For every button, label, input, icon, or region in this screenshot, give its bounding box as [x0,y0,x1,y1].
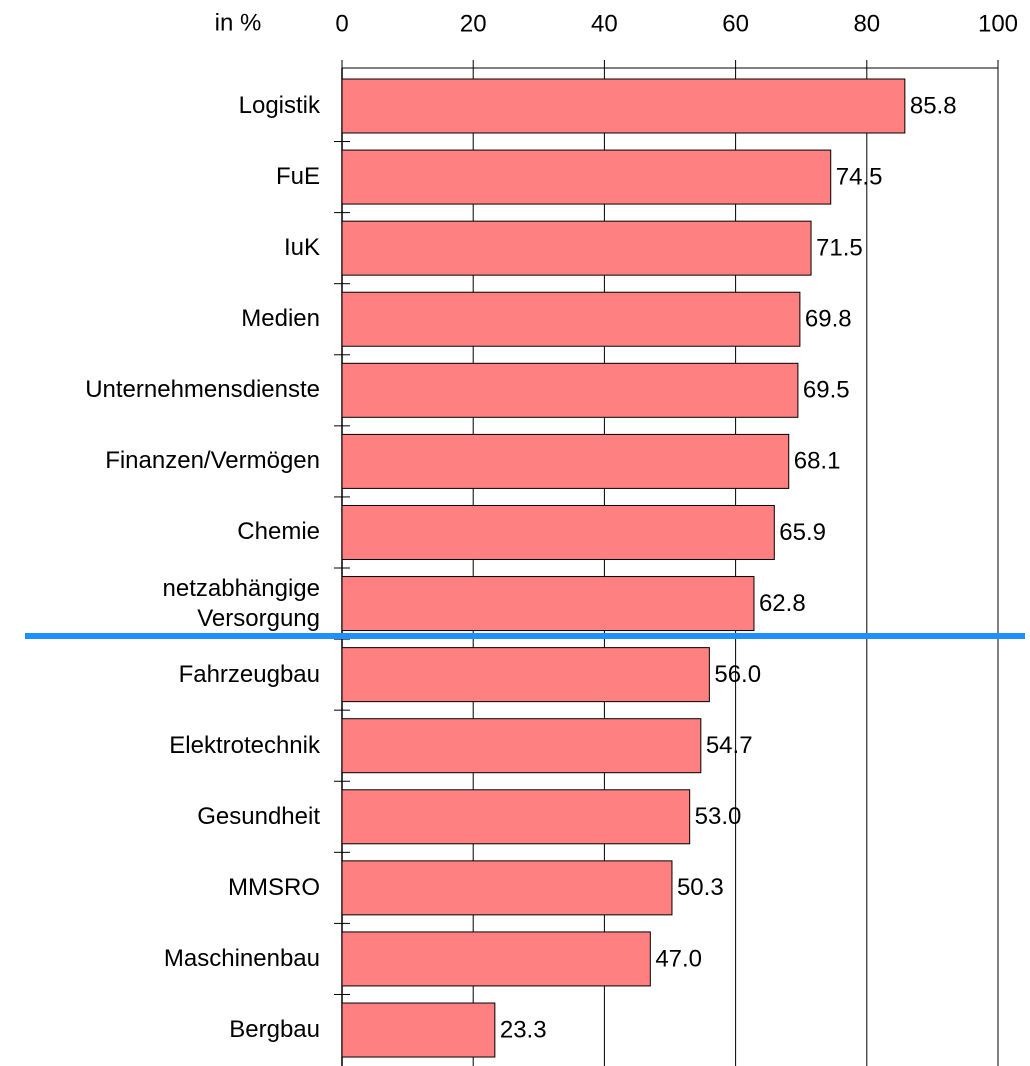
category-label: MMSRO [228,873,320,901]
bar [341,718,702,774]
bar [341,860,673,916]
value-label: 53.0 [695,803,742,830]
category-label: Medien [241,305,320,333]
bar [341,1002,496,1058]
value-label: 47.0 [655,945,702,972]
bar [341,576,755,632]
category-label: Elektrotechnik [169,731,320,759]
category-label: Fahrzeugbau [178,660,320,688]
value-label: 65.9 [779,519,826,546]
value-label: 54.7 [706,732,753,759]
category-label: Unternehmensdienste [85,376,320,404]
x-tick-label: 0 [335,10,348,37]
bar [341,789,691,845]
value-label: 68.1 [794,448,841,475]
x-tick-label: 40 [591,10,618,37]
category-label: Gesundheit [197,802,320,830]
bar [341,291,801,347]
x-tick-label: 60 [722,10,749,37]
bar [341,78,906,134]
value-label: 50.3 [677,874,724,901]
x-tick-label: 20 [460,10,487,37]
bar [341,647,710,703]
x-tick-label: 80 [853,10,880,37]
axis-label: in % [215,9,262,36]
bar [341,220,812,276]
x-tick-label: 100 [978,10,1018,37]
bar [341,362,799,418]
value-label: 74.5 [836,163,883,190]
value-label: 56.0 [714,661,761,688]
category-label: Chemie [237,518,320,546]
bar [341,149,832,205]
category-label: FuE [275,163,320,191]
category-label: Maschinenbau [163,944,320,972]
category-label: netzabhängige Versorgung [162,574,320,632]
category-label: Bergbau [229,1016,320,1044]
category-label: IuK [283,234,320,262]
value-label: 62.8 [759,590,806,617]
value-label: 85.8 [910,92,957,119]
value-label: 69.5 [803,377,850,404]
value-label: 23.3 [500,1016,547,1043]
bar [341,931,651,987]
value-label: 71.5 [816,235,863,262]
category-label: Finanzen/Vermögen [105,447,320,475]
value-label: 69.8 [805,306,852,333]
category-label: Logistik [238,92,320,119]
bar [341,433,790,489]
bar [341,504,775,560]
